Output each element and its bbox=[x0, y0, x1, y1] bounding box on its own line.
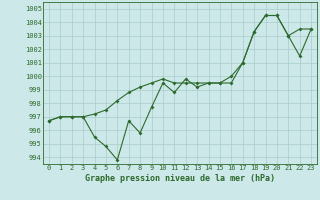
X-axis label: Graphe pression niveau de la mer (hPa): Graphe pression niveau de la mer (hPa) bbox=[85, 174, 275, 183]
